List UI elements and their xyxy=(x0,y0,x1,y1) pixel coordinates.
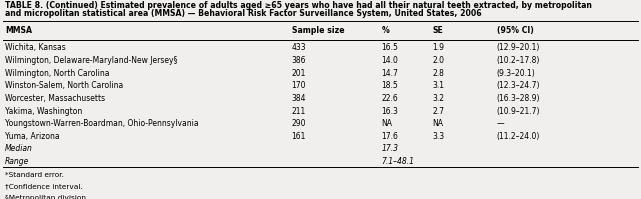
Text: SE: SE xyxy=(433,26,444,35)
Text: Winston-Salem, North Carolina: Winston-Salem, North Carolina xyxy=(5,81,123,90)
Text: 16.3: 16.3 xyxy=(381,107,398,116)
Text: 386: 386 xyxy=(292,56,306,65)
Text: §Metropolitan division.: §Metropolitan division. xyxy=(5,195,88,199)
Text: 211: 211 xyxy=(292,107,306,116)
Text: (95% CI): (95% CI) xyxy=(497,26,533,35)
Text: Median: Median xyxy=(5,144,33,153)
Text: —: — xyxy=(497,119,504,128)
Text: (10.2–17.8): (10.2–17.8) xyxy=(497,56,540,65)
Text: (12.9–20.1): (12.9–20.1) xyxy=(497,43,540,52)
Text: (16.3–28.9): (16.3–28.9) xyxy=(497,94,540,103)
Text: 201: 201 xyxy=(292,69,306,78)
Text: TABLE 8. (Continued) Estimated prevalence of adults aged ≥65 years who have had : TABLE 8. (Continued) Estimated prevalenc… xyxy=(5,1,592,10)
Text: (11.2–24.0): (11.2–24.0) xyxy=(497,132,540,141)
Text: 161: 161 xyxy=(292,132,306,141)
Text: *Standard error.: *Standard error. xyxy=(5,172,64,178)
Text: 3.3: 3.3 xyxy=(433,132,445,141)
Text: 18.5: 18.5 xyxy=(381,81,398,90)
Text: 3.1: 3.1 xyxy=(433,81,445,90)
Text: 17.3: 17.3 xyxy=(381,144,399,153)
Text: NA: NA xyxy=(433,119,444,128)
Text: Yakima, Washington: Yakima, Washington xyxy=(5,107,83,116)
Text: Wichita, Kansas: Wichita, Kansas xyxy=(5,43,66,52)
Text: †Confidence interval.: †Confidence interval. xyxy=(5,184,83,190)
Text: 1.9: 1.9 xyxy=(433,43,445,52)
Text: 16.5: 16.5 xyxy=(381,43,398,52)
Text: MMSA: MMSA xyxy=(5,26,32,35)
Text: NA: NA xyxy=(381,119,392,128)
Text: 2.8: 2.8 xyxy=(433,69,445,78)
Text: 2.0: 2.0 xyxy=(433,56,445,65)
Text: 2.7: 2.7 xyxy=(433,107,445,116)
Text: 14.7: 14.7 xyxy=(381,69,398,78)
Text: (12.3–24.7): (12.3–24.7) xyxy=(497,81,540,90)
Text: and micropolitan statistical area (MMSA) — Behavioral Risk Factor Surveillance S: and micropolitan statistical area (MMSA)… xyxy=(5,9,482,18)
Text: Wilmington, Delaware-Maryland-New Jersey§: Wilmington, Delaware-Maryland-New Jersey… xyxy=(5,56,178,65)
Text: Sample size: Sample size xyxy=(292,26,344,35)
Text: %: % xyxy=(381,26,389,35)
Text: 170: 170 xyxy=(292,81,306,90)
Text: Youngstown-Warren-Boardman, Ohio-Pennsylvania: Youngstown-Warren-Boardman, Ohio-Pennsyl… xyxy=(5,119,199,128)
Text: 7.1–48.1: 7.1–48.1 xyxy=(381,157,414,166)
Text: (10.9–21.7): (10.9–21.7) xyxy=(497,107,540,116)
Text: 17.6: 17.6 xyxy=(381,132,398,141)
Text: 22.6: 22.6 xyxy=(381,94,398,103)
Text: Wilmington, North Carolina: Wilmington, North Carolina xyxy=(5,69,110,78)
Text: Yuma, Arizona: Yuma, Arizona xyxy=(5,132,60,141)
Text: 290: 290 xyxy=(292,119,306,128)
Text: Worcester, Massachusetts: Worcester, Massachusetts xyxy=(5,94,105,103)
Text: (9.3–20.1): (9.3–20.1) xyxy=(497,69,535,78)
Text: Range: Range xyxy=(5,157,29,166)
Text: 384: 384 xyxy=(292,94,306,103)
Text: 14.0: 14.0 xyxy=(381,56,398,65)
Text: 3.2: 3.2 xyxy=(433,94,445,103)
Text: 433: 433 xyxy=(292,43,306,52)
